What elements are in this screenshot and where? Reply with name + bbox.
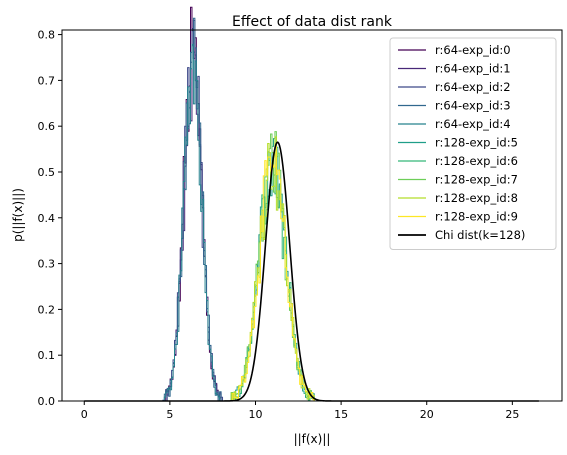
- legend-label: r:128-exp_id:8: [435, 191, 518, 205]
- y-tick-label: 0.1: [38, 349, 56, 362]
- x-tick-label: 15: [334, 408, 348, 421]
- legend-box: [389, 37, 557, 250]
- legend-label: r:64-exp_id:1: [435, 62, 511, 76]
- legend-label: r:64-exp_id:4: [435, 117, 511, 131]
- legend-label: r:64-exp_id:0: [435, 43, 511, 57]
- legend-label: r:128-exp_id:7: [435, 173, 518, 187]
- y-tick-label: 0.7: [38, 74, 56, 87]
- legend-label: r:128-exp_id:9: [435, 210, 518, 224]
- legend-label: r:128-exp_id:5: [435, 136, 518, 150]
- y-tick-label: 0.3: [38, 258, 56, 271]
- legend-label: Chi dist(k=128): [435, 228, 525, 242]
- y-tick-label: 0.5: [38, 166, 56, 179]
- y-tick-label: 0.0: [38, 395, 56, 408]
- x-axis-label: ||f(x)||: [294, 432, 331, 446]
- y-axis: 0.0 0.1 0.2 0.3 0.4 0.5 0.6 0.7 0.8: [38, 29, 62, 408]
- y-tick-label: 0.4: [38, 212, 56, 225]
- chart-title: Effect of data dist rank: [232, 14, 393, 30]
- y-tick-label: 0.6: [38, 120, 56, 133]
- x-tick-label: 5: [166, 408, 173, 421]
- x-tick-label: 25: [505, 408, 519, 421]
- legend: r:64-exp_id:0 r:64-exp_id:1 r:64-exp_id:2r…: [389, 37, 557, 250]
- y-axis-label: p(||f(x)||): [11, 188, 25, 242]
- legend-label: r:64-exp_id:3: [435, 99, 511, 113]
- x-axis: 0 5 10 15 20 25: [81, 401, 519, 421]
- x-tick-label: 20: [420, 408, 434, 421]
- x-tick-label: 0: [81, 408, 88, 421]
- x-tick-label: 10: [248, 408, 262, 421]
- legend-label: r:128-exp_id:6: [435, 154, 518, 168]
- y-tick-label: 0.2: [38, 303, 56, 316]
- legend-label: r:64-exp_id:2: [435, 80, 511, 94]
- plot-frame: [61, 29, 563, 402]
- y-tick-label: 0.8: [38, 29, 56, 42]
